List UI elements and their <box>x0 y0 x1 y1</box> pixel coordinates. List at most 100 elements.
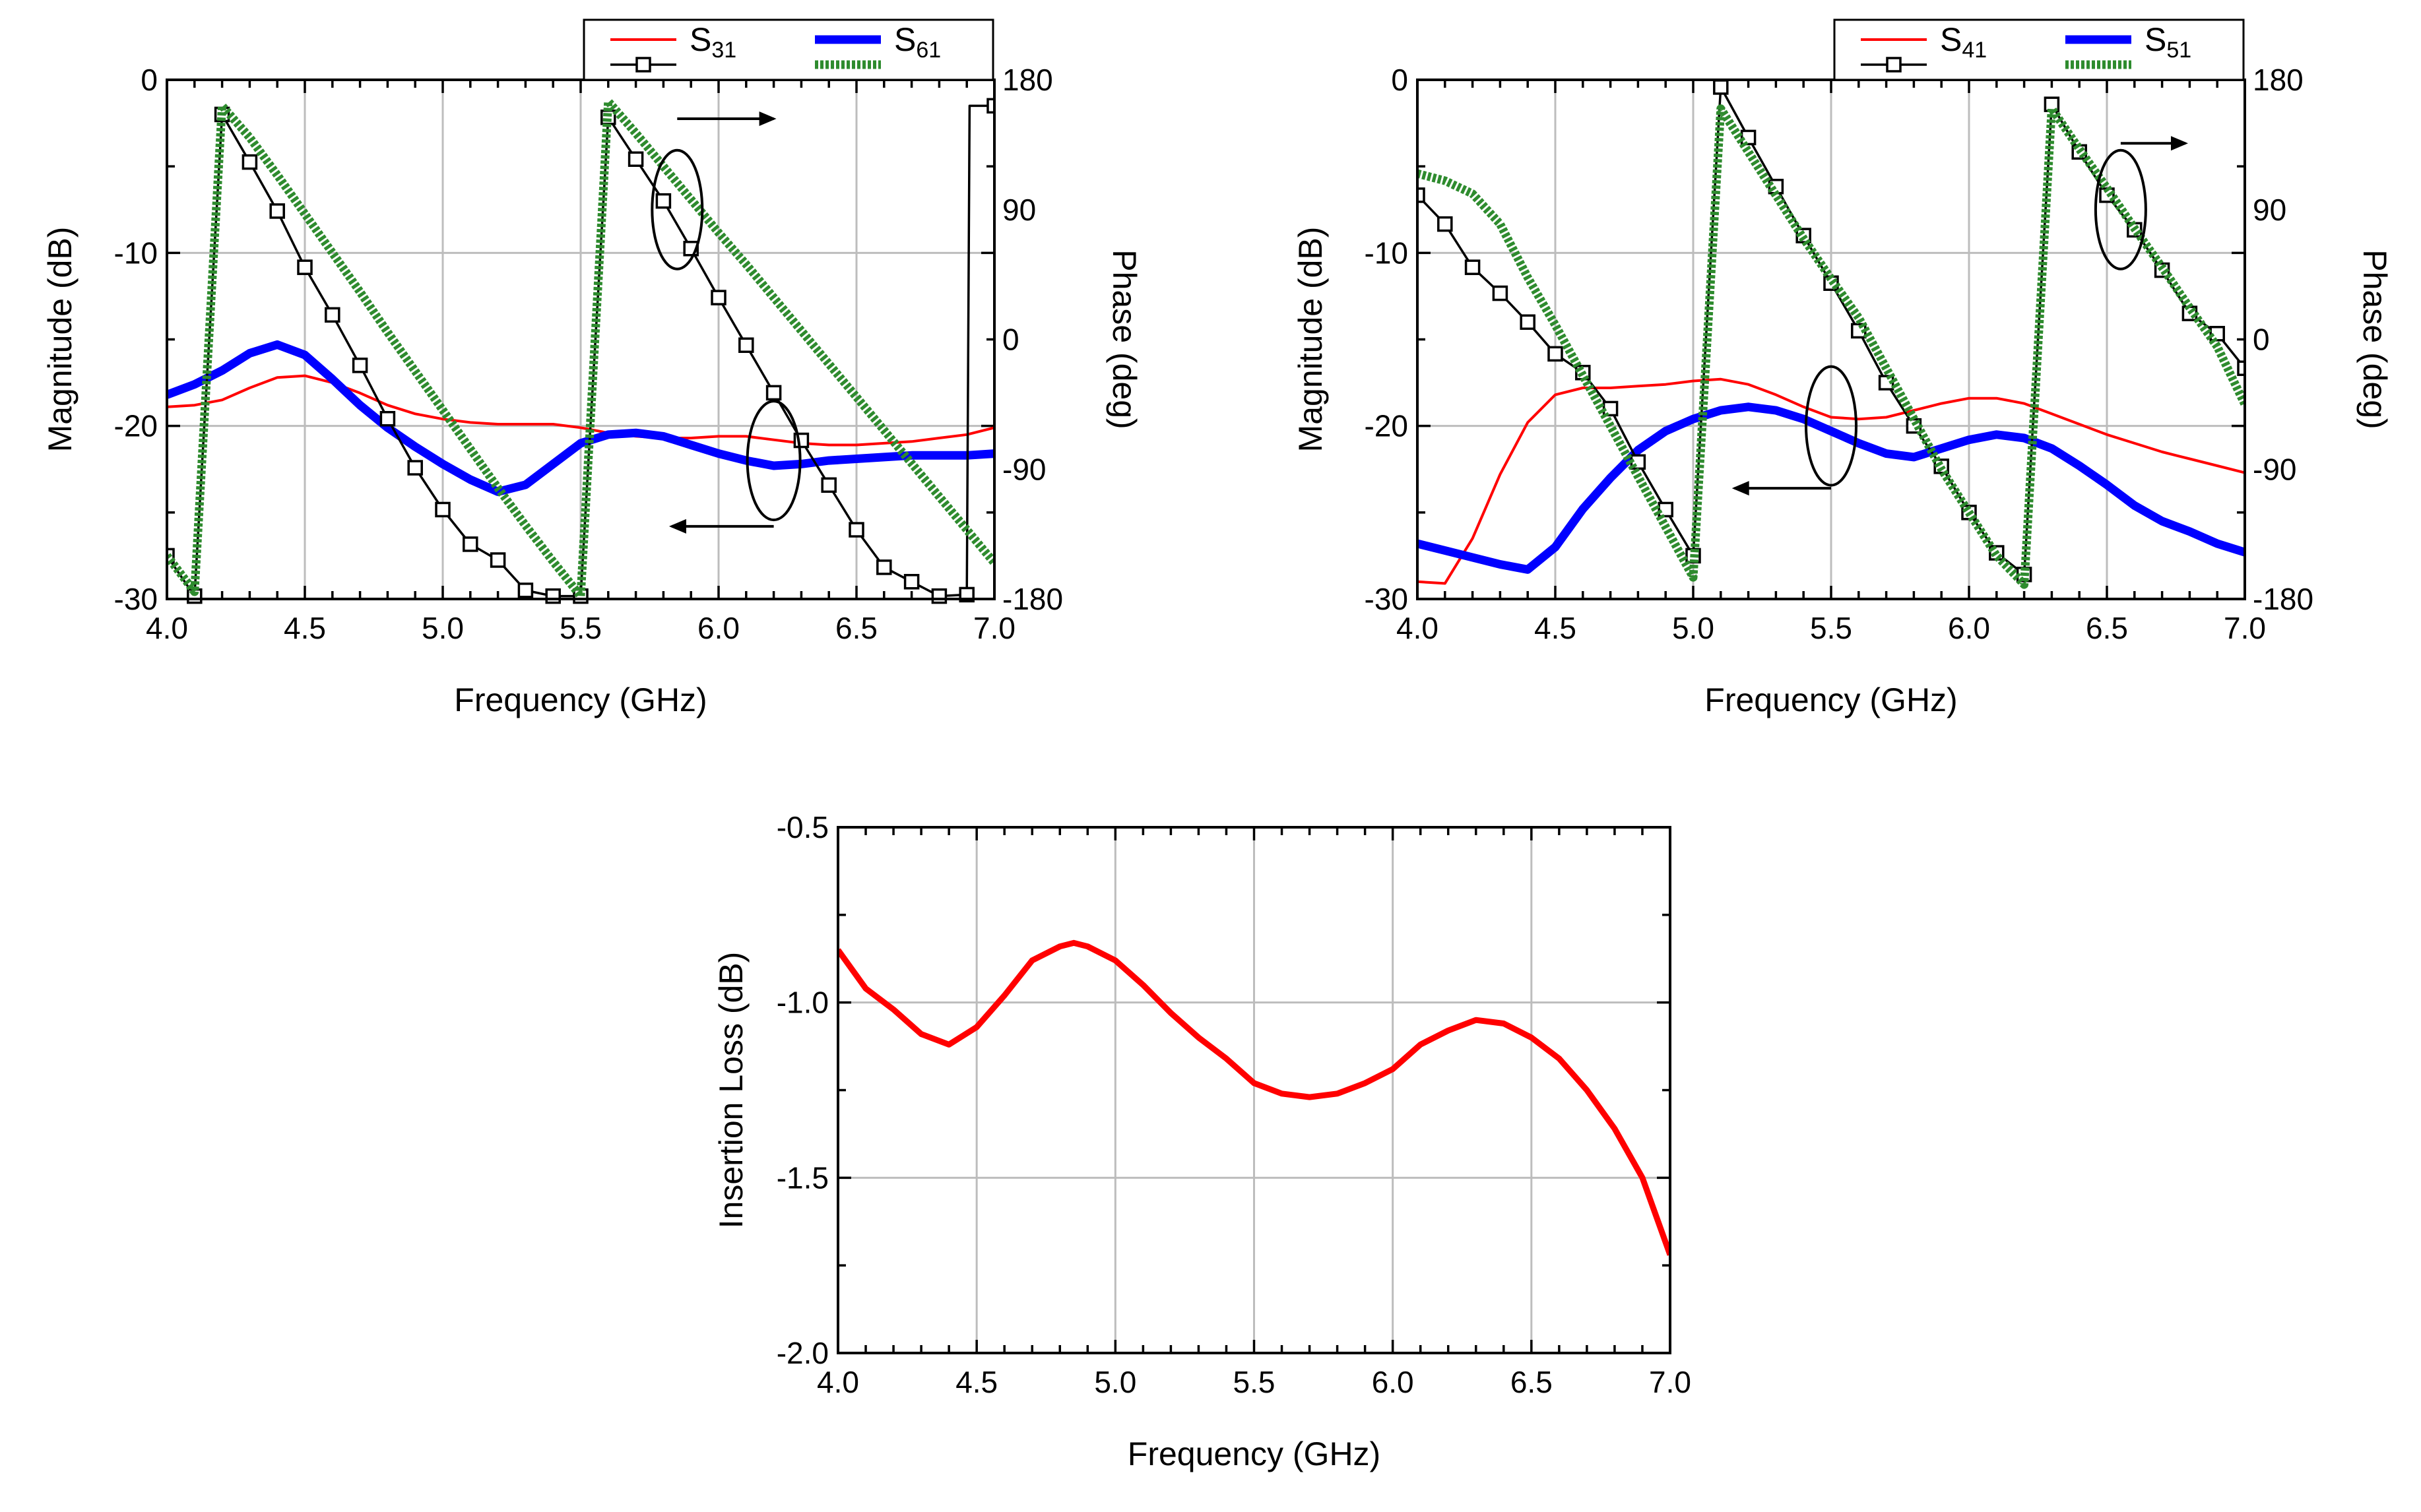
y-tick-label: -10 <box>114 236 158 270</box>
x-tick-label: 5.0 <box>1094 1365 1136 1399</box>
series-group <box>1417 79 2245 589</box>
data-point-marker <box>407 460 423 476</box>
x-tick-label: 6.5 <box>1510 1365 1553 1399</box>
plot-frame <box>166 79 996 600</box>
y-axis-label: Insertion Loss (dB) <box>713 952 750 1229</box>
legend-label-main: S <box>690 21 711 58</box>
y-tick-label: 0 <box>141 63 158 97</box>
phase-group-ellipse <box>2094 148 2147 270</box>
x-tick-label: 6.0 <box>697 611 740 645</box>
data-point-marker <box>903 574 920 590</box>
y-axis-label: Magnitude (dB) <box>42 227 79 453</box>
legend-label: S41 <box>1940 21 1987 63</box>
x-tick-label: 7.0 <box>1649 1365 1691 1399</box>
y2-tick-label: 90 <box>2253 193 2286 227</box>
data-point-marker <box>1437 216 1453 232</box>
series-line-insertion-loss <box>838 939 1670 1256</box>
legend-label: S61 <box>894 21 941 63</box>
y2-tick-label: 180 <box>2253 63 2304 97</box>
legend-label-subscript: 41 <box>1962 38 1987 63</box>
legend-marker <box>635 57 651 73</box>
legend-box <box>1833 18 2245 81</box>
x-tick-label: 5.5 <box>1810 611 1852 645</box>
magnitude-group-ellipse <box>1805 365 1857 487</box>
y2-tick-label: -180 <box>1002 582 1063 616</box>
series-line-s41-magnitude <box>1417 377 2245 585</box>
legend-label-subscript: 51 <box>2166 38 2191 63</box>
data-point-marker <box>1520 314 1535 331</box>
legend-label-main: S <box>1940 21 1962 58</box>
y-axis-label: Magnitude (dB) <box>1292 227 1329 453</box>
data-point-marker <box>738 337 754 353</box>
data-point-marker <box>1713 79 1729 95</box>
y-tick-label: -1.0 <box>777 986 829 1020</box>
legend: S31 S61 <box>583 18 994 81</box>
x-axis-label: Frequency (GHz) <box>1704 681 1957 718</box>
annotations <box>651 111 802 534</box>
y-tick-label: -20 <box>1365 409 1408 443</box>
arrow-head-icon <box>2171 136 2188 151</box>
series-line-s61-magnitude <box>167 340 994 496</box>
series-group <box>838 939 1670 1256</box>
plot-frame <box>837 826 1671 1354</box>
data-point-marker <box>490 552 506 568</box>
data-point-marker <box>1417 187 1425 203</box>
data-point-marker <box>242 154 258 170</box>
data-point-marker <box>765 385 782 401</box>
legend-box <box>583 18 994 81</box>
series-line-s51-phase <box>1417 104 2245 589</box>
x-tick-label: 5.0 <box>422 611 464 645</box>
y-tick-label: -20 <box>114 409 158 443</box>
data-point-marker <box>821 477 837 493</box>
data-point-marker <box>1740 129 1757 146</box>
legend-label: S51 <box>2145 21 2191 63</box>
y2-axis-label: Phase (deg) <box>2356 249 2393 429</box>
data-point-marker <box>711 290 726 305</box>
data-point-marker <box>297 259 313 275</box>
y2-tick-label: 0 <box>1002 323 1019 357</box>
annotations <box>1731 136 2188 496</box>
phase-group-ellipse <box>651 148 704 270</box>
data-point-marker <box>379 410 396 427</box>
gridlines <box>167 80 994 599</box>
x-axis-label: Frequency (GHz) <box>454 681 707 718</box>
data-point-marker <box>655 193 672 209</box>
chart-s41-s51: 4.0 4.5 5.0 5.5 6.0 6.5 7.0 0 -10 -20 -30 180 90 0 -90… <box>1292 18 2393 718</box>
data-point-marker <box>1464 259 1481 275</box>
legend-label-main: S <box>2145 21 2166 58</box>
y-tick-label: -2.0 <box>777 1336 829 1370</box>
x-tick-label: 4.5 <box>955 1365 998 1399</box>
data-point-marker <box>325 307 340 323</box>
series-line-s31-magnitude <box>167 374 994 447</box>
x-tick-label: 4.5 <box>284 611 326 645</box>
x-tick-label: 6.0 <box>1372 1365 1414 1399</box>
data-point-marker <box>1547 346 1563 362</box>
y-tick-label: -30 <box>1365 582 1408 616</box>
y2-tick-label: 0 <box>2253 323 2270 357</box>
data-point-marker <box>931 588 948 604</box>
arrow-head-icon <box>1731 481 1749 496</box>
data-point-marker <box>517 583 534 598</box>
data-point-marker <box>463 536 478 552</box>
data-point-marker <box>269 203 285 219</box>
x-tick-label: 5.5 <box>1233 1365 1275 1399</box>
data-point-marker <box>1492 285 1508 301</box>
x-tick-label: 7.0 <box>973 611 1016 645</box>
data-point-marker <box>435 501 451 518</box>
legend-label-main: S <box>894 21 916 58</box>
data-point-marker <box>628 151 644 167</box>
y2-tick-label: -90 <box>1002 452 1046 486</box>
arrow-head-icon <box>759 111 777 127</box>
data-point-marker <box>1658 501 1673 518</box>
legend: S41 S51 <box>1833 18 2245 81</box>
y2-tick-label: 90 <box>1002 193 1036 227</box>
chart-s31-s61: 4.0 4.5 5.0 5.5 6.0 6.5 7.0 0 -10 -20 -30 180 90 0 -90… <box>42 18 1143 718</box>
data-point-marker <box>2237 360 2245 376</box>
y2-tick-label: -90 <box>2253 452 2296 486</box>
x-tick-label: 7.0 <box>2224 611 2266 645</box>
data-point-marker <box>876 559 892 575</box>
data-point-marker <box>849 522 864 538</box>
data-point-marker <box>545 588 561 604</box>
y-tick-label: -0.5 <box>777 810 829 844</box>
x-tick-label: 4.5 <box>1534 611 1576 645</box>
